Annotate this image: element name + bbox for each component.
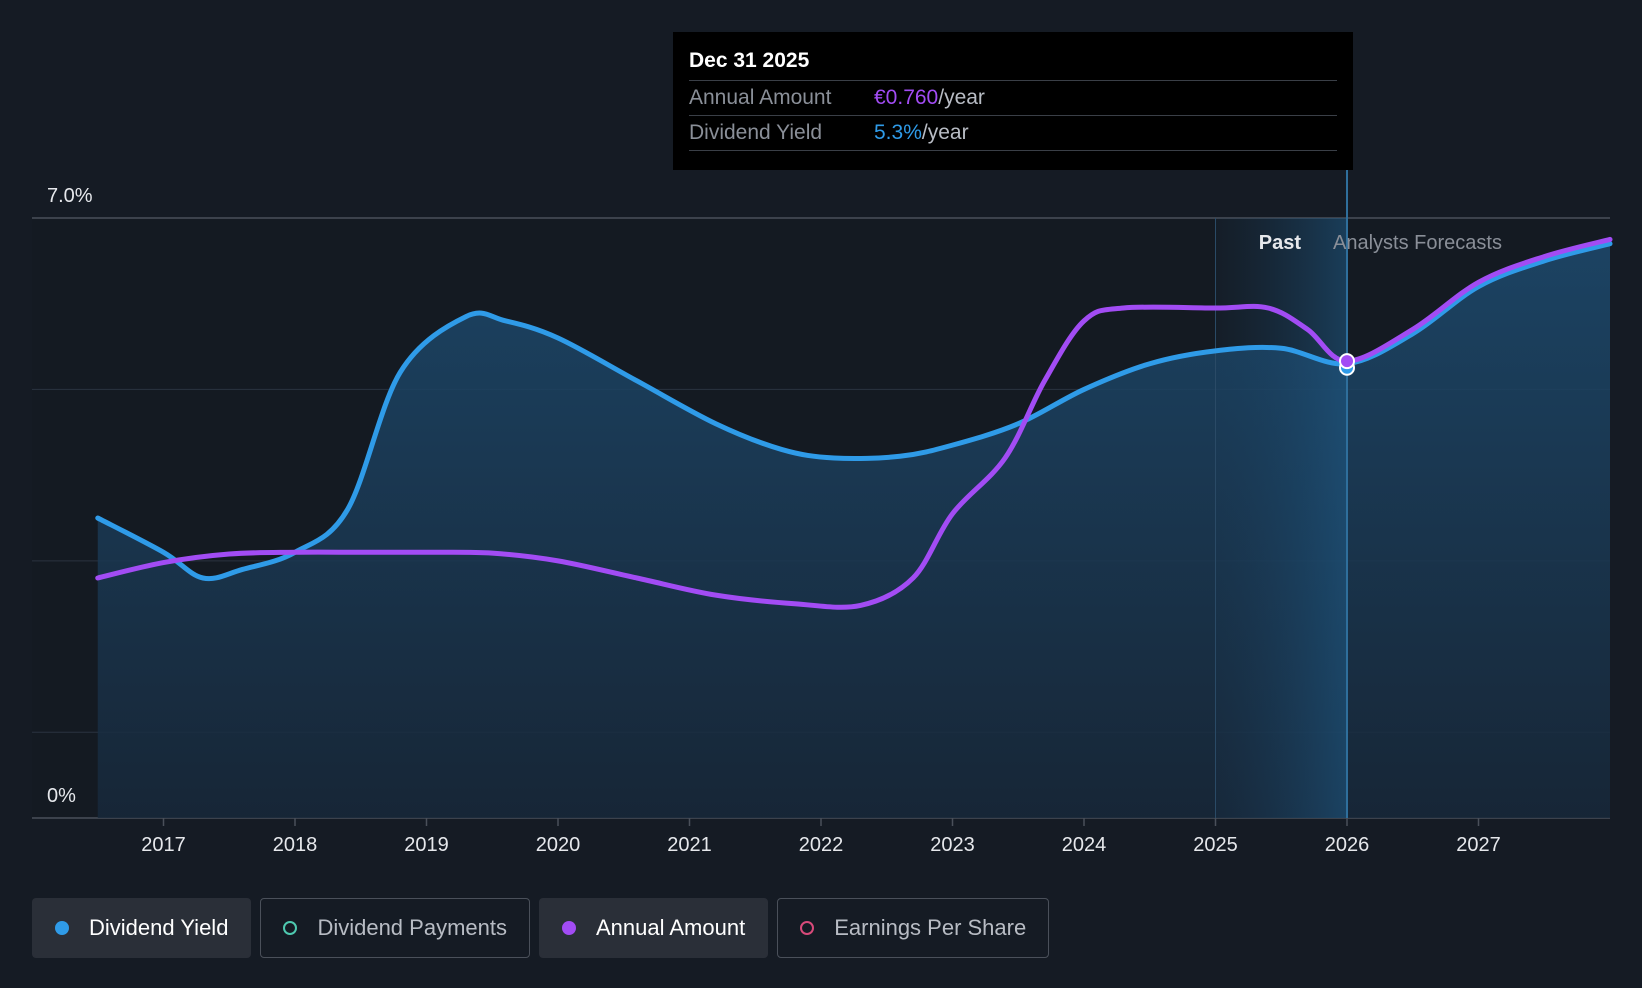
tooltip-yield-unit: /year: [921, 121, 969, 144]
highlight-markers: [1339, 353, 1355, 376]
past-region-band: [1215, 218, 1347, 818]
tooltip-yield-label: Dividend Yield: [689, 121, 823, 144]
forecast-label: Analysts Forecasts: [1333, 232, 1502, 254]
x-tick-label: 2021: [667, 834, 712, 856]
y-axis-min-label: 0%: [47, 785, 76, 807]
x-tick-label: 2019: [404, 834, 449, 856]
x-axis-ticks: 2017 2018 2019 2020 2021 2022 2023 2024 2025 2026…: [141, 818, 1501, 856]
x-tick-label: 2020: [536, 834, 581, 856]
x-tick-label: 2027: [1456, 834, 1501, 856]
dividend-payments-ring-icon: [283, 921, 298, 935]
tooltip-annual-unit: /year: [938, 86, 985, 109]
x-tick-label: 2025: [1193, 834, 1238, 856]
tooltip-yield-value: 5.3%: [874, 121, 922, 144]
dividend-yield-dot-icon: [55, 921, 69, 935]
legend-earnings-per-share[interactable]: Earnings Per Share: [777, 898, 1050, 958]
x-tick-label: 2018: [273, 834, 318, 856]
tooltip-annual-label: Annual Amount: [689, 86, 832, 109]
legend-dividend-payments[interactable]: Dividend Payments: [260, 898, 530, 958]
legend-dividend-yield[interactable]: Dividend Yield: [32, 898, 252, 958]
legend: Dividend Yield Dividend Payments Annual …: [32, 898, 1050, 958]
tooltip-annual-value: €0.760: [874, 86, 939, 109]
past-label: Past: [1259, 232, 1302, 254]
y-axis-max-label: 7.0%: [47, 185, 93, 207]
legend-annual-amount[interactable]: Annual Amount: [538, 898, 769, 958]
legend-annual-amount-label: Annual Amount: [595, 915, 746, 940]
legend-dividend-yield-label: Dividend Yield: [89, 915, 229, 940]
legend-earnings-per-share-label: Earnings Per Share: [834, 915, 1027, 940]
tooltip-row-yield: Dividend Yield 5.3% /year: [689, 116, 1337, 151]
legend-dividend-payments-label: Dividend Payments: [317, 915, 507, 940]
annual-amount-dot-icon: [561, 921, 576, 935]
tooltip: Dec 31 2025 Annual Amount €0.760 /year D…: [673, 32, 1353, 170]
x-tick-label: 2022: [799, 834, 844, 856]
x-tick-label: 2024: [1062, 834, 1107, 856]
x-tick-label: 2023: [930, 834, 975, 856]
x-tick-label: 2026: [1325, 834, 1370, 856]
earnings-per-share-ring-icon: [800, 921, 815, 935]
tooltip-row-annual: Annual Amount €0.760 /year: [689, 81, 1337, 116]
annual-amount-marker: [1339, 353, 1355, 370]
tooltip-date: Dec 31 2025: [689, 46, 1337, 81]
x-tick-label: 2017: [141, 834, 186, 856]
